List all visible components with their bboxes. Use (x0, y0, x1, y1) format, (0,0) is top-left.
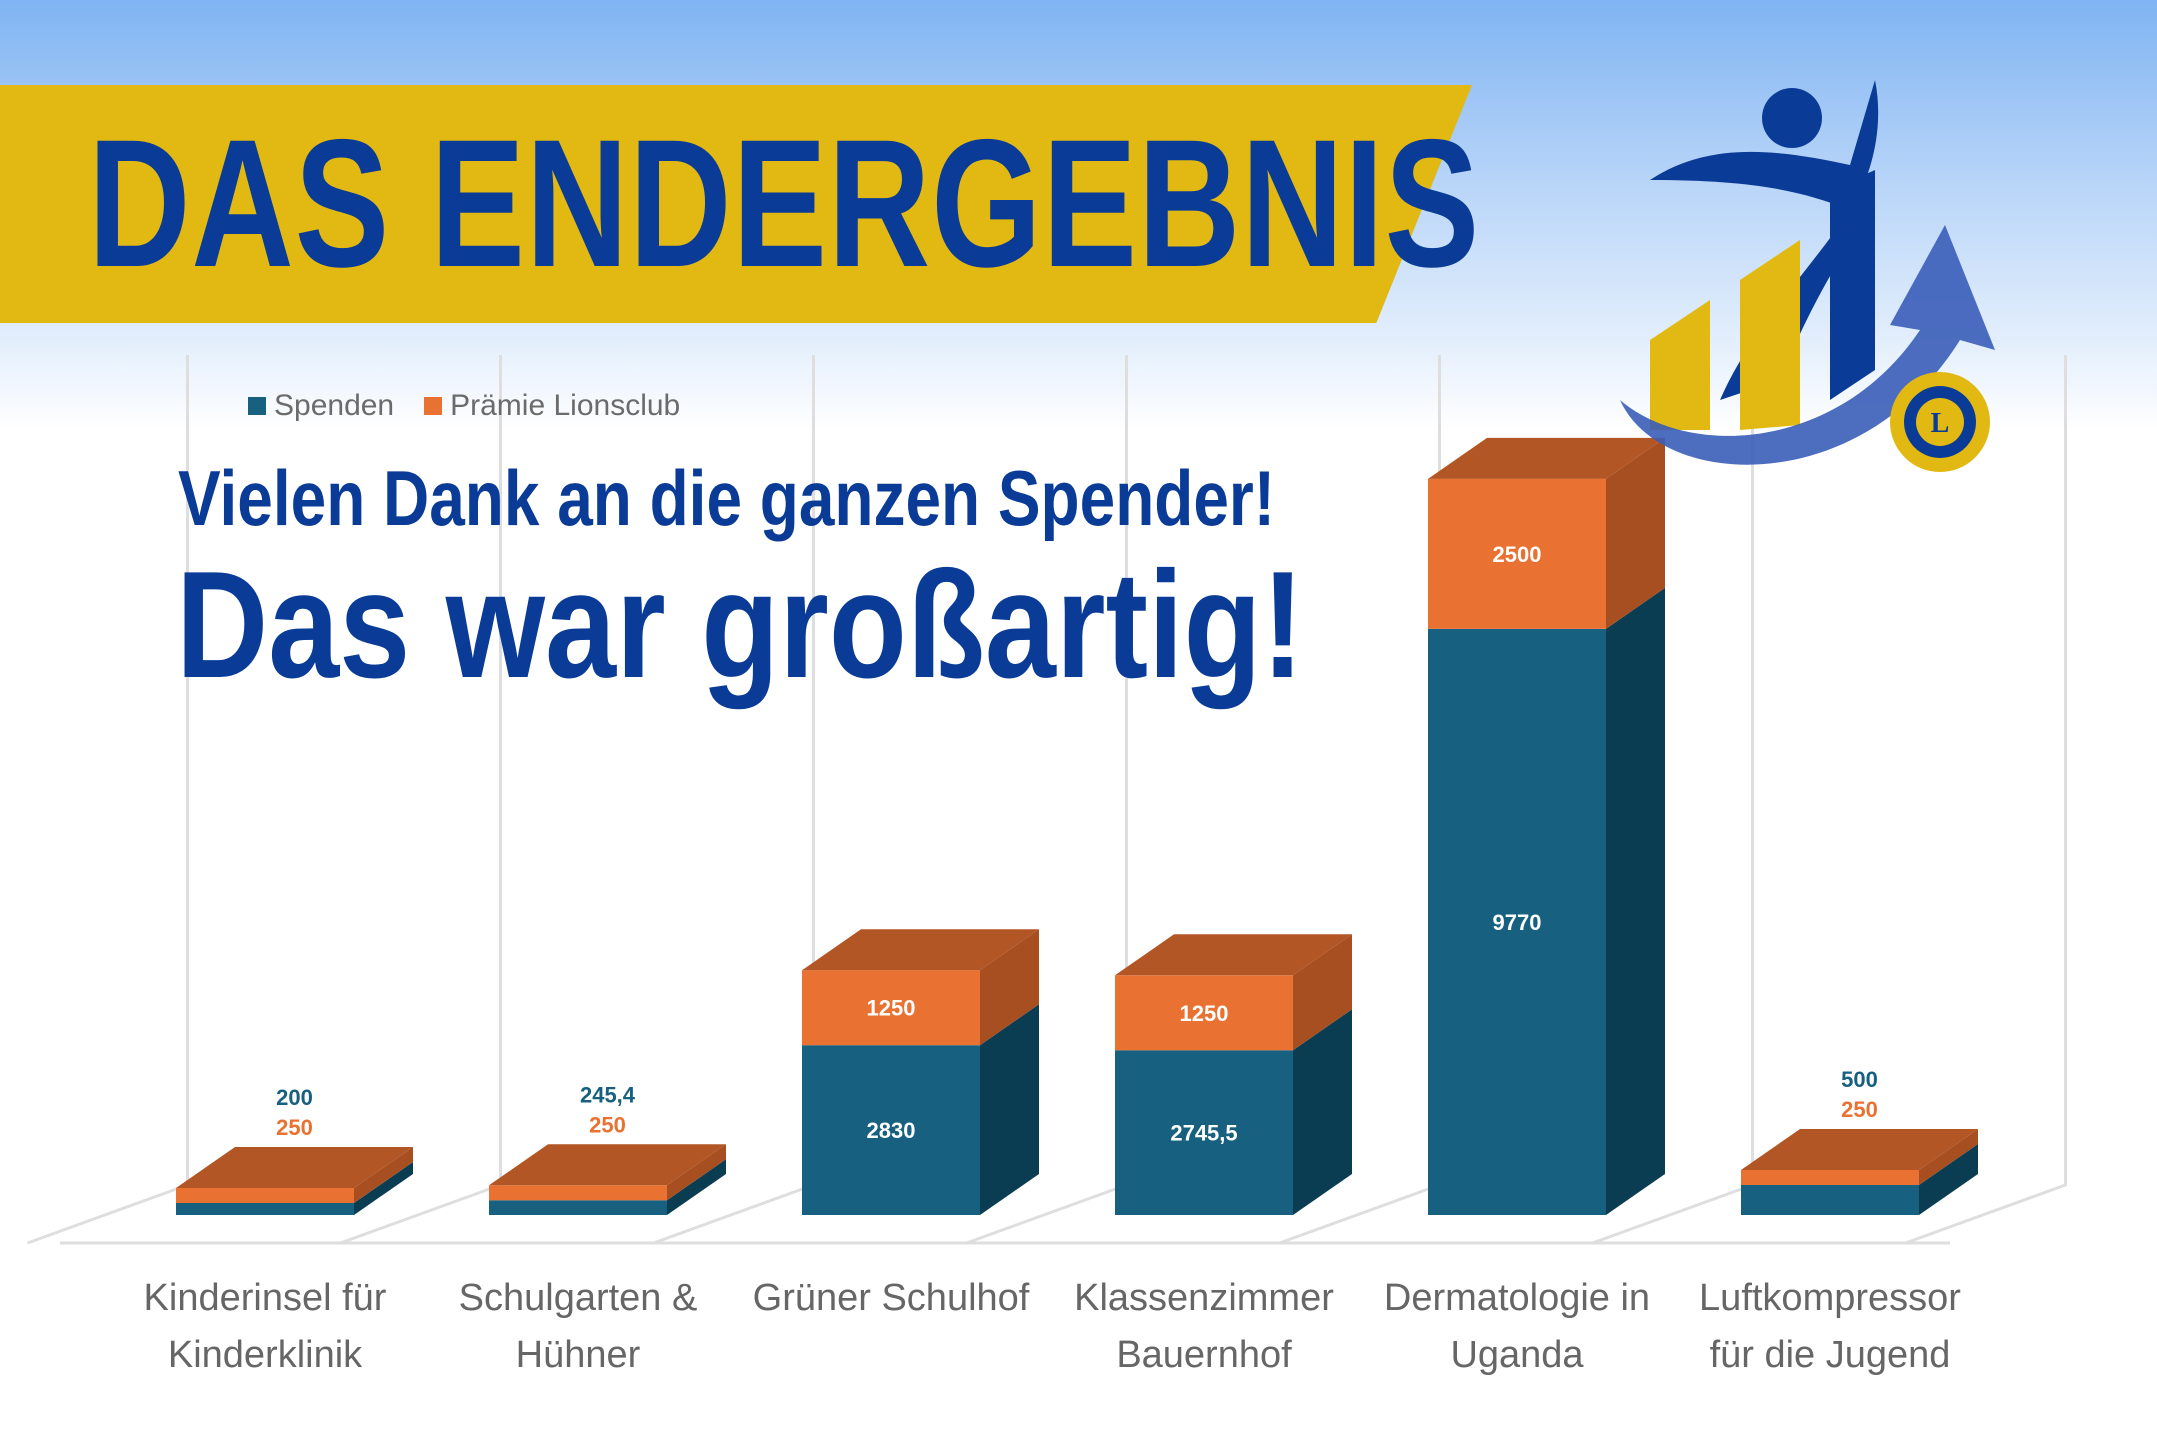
category-label-line: für die Jugend (1709, 1334, 1951, 1376)
great-text: Das war großartig! (176, 540, 1305, 710)
bar-side (667, 1144, 726, 1201)
bar-side (1606, 437, 1665, 629)
rising-person-bar-chart-icon: L (1620, 80, 1995, 472)
legend-label: Prämie Lionsclub (450, 389, 681, 422)
bar-spenden (489, 1200, 667, 1215)
data-label: 2745,5 (1170, 1121, 1237, 1146)
category-label-line: Uganda (1450, 1334, 1584, 1376)
bar-spenden (1741, 1185, 1919, 1215)
data-label: 2830 (867, 1118, 916, 1143)
gridline (1904, 355, 2067, 1245)
category-label-line: Bauernhof (1116, 1334, 1292, 1376)
data-label: 245,4 (580, 1082, 636, 1107)
bar-top (1741, 1129, 1978, 1171)
bar-side (980, 1004, 1039, 1215)
bar-top (1428, 437, 1665, 479)
category-label-line: Klassenzimmer (1074, 1277, 1334, 1319)
category-label: Dermatologie in Uganda (1357, 1270, 1677, 1384)
bar-spenden (1428, 628, 1606, 1215)
data-label: 200 (276, 1085, 313, 1110)
bar-side (1293, 934, 1352, 1051)
category-label-line: Kinderinsel für (143, 1277, 387, 1319)
category-label-line: Kinderklinik (167, 1334, 363, 1376)
thank-you-text: Vielen Dank an die ganzen Spender! (178, 454, 1276, 542)
category-label-line: Grüner Schulhof (752, 1277, 1030, 1319)
bar-praemie (1115, 975, 1293, 1051)
legend-swatch (248, 397, 266, 415)
logo: L (1620, 80, 1995, 472)
category-label: Schulgarten & Hühner (418, 1270, 738, 1384)
bar-praemie (176, 1188, 354, 1204)
category-label-line: Luftkompressor (1699, 1277, 1961, 1319)
bar-spenden (176, 1203, 354, 1215)
title-banner (0, 85, 1472, 323)
bar-side (1919, 1144, 1978, 1215)
category-label-line: Dermatologie in (1383, 1277, 1651, 1319)
bar-side (667, 1159, 726, 1215)
category-label-line: Schulgarten & (458, 1277, 698, 1319)
bar-spenden (1115, 1050, 1293, 1215)
bar-side (1919, 1129, 1978, 1186)
bar-praemie (489, 1185, 667, 1201)
bar-praemie (802, 970, 980, 1046)
category-label: Grüner Schulhof (731, 1270, 1051, 1384)
data-label: 250 (276, 1115, 313, 1140)
data-label: 2500 (1493, 542, 1542, 567)
bar-top (176, 1147, 413, 1189)
chart-legend: Spenden Prämie Lionsclub (248, 388, 680, 424)
bar-spenden (802, 1045, 980, 1215)
gridline (26, 355, 189, 1245)
data-label: 500 (1841, 1067, 1878, 1092)
data-label: 250 (589, 1112, 626, 1137)
legend-item-spenden: Spenden (248, 388, 394, 424)
bar-praemie (1741, 1170, 1919, 1186)
page-title: DAS ENDERGEBNIS (88, 101, 1481, 305)
bar-side (980, 929, 1039, 1046)
legend-swatch (424, 397, 443, 415)
data-label: 250 (1841, 1097, 1878, 1122)
category-label: Luftkompressor für die Jugend (1670, 1270, 1990, 1384)
category-label: Kinderinsel für Kinderklinik (105, 1270, 425, 1384)
bar-praemie (1428, 478, 1606, 629)
data-label: 1250 (1180, 1001, 1229, 1026)
bar-side (1293, 1009, 1352, 1215)
bar-side (354, 1162, 413, 1215)
bar-side (354, 1147, 413, 1204)
category-label-line (731, 1327, 1051, 1384)
legend-item-praemie: Prämie Lionsclub (424, 388, 680, 424)
data-label: 9770 (1493, 910, 1542, 935)
bar-top (802, 929, 1039, 971)
category-label: Klassenzimmer Bauernhof (1044, 1270, 1364, 1384)
bar-top (1115, 934, 1352, 976)
legend-label: Spenden (274, 389, 395, 422)
bar-side (1606, 587, 1665, 1215)
data-label: 1250 (867, 996, 916, 1021)
category-label-line: Hühner (515, 1334, 641, 1376)
svg-text:L: L (1931, 408, 1950, 439)
bar-top (489, 1144, 726, 1186)
